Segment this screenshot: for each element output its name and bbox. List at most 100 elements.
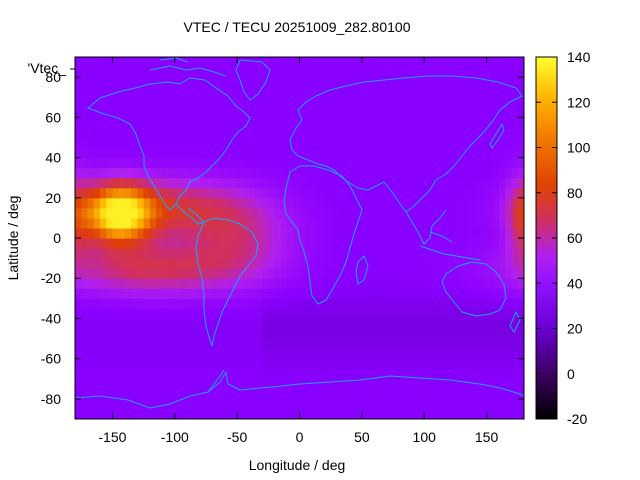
heat-cell [368,187,375,199]
heat-cell [492,197,500,209]
heat-cell [137,147,145,159]
heat-cell [355,298,363,309]
heat-cell [311,368,319,380]
heat-cell [305,107,313,118]
heat-cell [436,207,444,219]
heat-cell [417,77,425,88]
heat-cell [168,258,176,269]
heat-cell [224,187,232,199]
heat-cell [81,157,89,169]
y-tick-label: 60 [45,109,61,125]
heat-cell [106,197,114,209]
heat-cell [218,157,226,169]
heat-cell [436,197,444,209]
heat-cell [486,57,494,68]
heat-cell [467,358,475,370]
heat-cell [349,137,357,149]
heat-cell [230,348,238,360]
heat-cell [330,358,338,370]
heat-cell [343,268,350,279]
heat-cell [474,348,481,360]
heat-cell [442,248,450,259]
heat-cell [449,398,457,410]
heat-cell [118,288,126,299]
heat-cell [237,248,244,259]
heat-cell [417,398,425,410]
heat-cell [287,398,294,410]
heat-cell [218,67,226,78]
heat-cell [287,217,294,229]
heat-cell [212,398,220,410]
heat-cell [424,248,432,259]
heat-cell [461,177,469,189]
heat-cell [149,217,157,229]
heat-cell [87,318,95,330]
heat-cell [330,177,338,189]
heat-cell [405,207,413,219]
heat-cell [112,238,120,249]
heat-cell [330,217,338,229]
heat-cell [99,248,107,259]
heat-cell [193,398,201,410]
heat-cell [430,137,438,149]
heat-cell [355,398,363,410]
heat-cell [368,117,375,128]
heat-cell [274,298,282,309]
x-tick-label: -100 [161,429,189,445]
heat-cell [492,318,500,330]
heat-cell [262,398,269,410]
heat-cell [455,97,463,108]
heat-cell [149,77,157,88]
heat-cell [99,308,107,320]
heat-cell [336,157,344,169]
heat-cell [243,197,251,209]
heat-cell [174,328,182,340]
heat-cell [486,217,494,229]
heat-cell [355,137,363,149]
heat-cell [336,57,344,68]
heat-cell [455,278,463,289]
heat-cell [118,298,126,309]
heat-cell [124,378,132,390]
heat-cell [280,278,288,289]
heat-cell [336,318,344,330]
heat-cell [87,338,95,350]
heat-cell [149,408,157,419]
heat-cell [193,57,201,68]
heat-cell [517,378,524,390]
heat-cell [249,157,257,169]
heat-cell [149,97,157,108]
heat-cell [299,248,307,259]
heat-cell [124,358,132,370]
heat-cell [87,137,95,149]
heat-cell [361,57,369,68]
heat-cell [461,97,469,108]
heat-cell [118,207,126,219]
heat-cell [492,97,500,108]
heat-cell [343,127,350,139]
heat-cell [274,197,282,209]
heat-cell [318,408,326,419]
heat-cell [411,207,419,219]
heat-cell [181,258,188,269]
heat-cell [106,217,114,229]
heat-cell [75,117,82,128]
heat-cell [449,238,457,249]
heat-cell [424,348,432,360]
heat-cell [474,197,481,209]
heat-cell [336,107,344,118]
heat-cell [393,77,400,88]
heat-cell [417,207,425,219]
heat-cell [193,157,201,169]
heat-cell [149,187,157,199]
heat-cell [424,107,432,118]
heat-cell [424,278,432,289]
heat-cell [112,268,120,279]
heat-cell [355,77,363,88]
heat-cell [324,318,332,330]
heat-cell [399,187,407,199]
heat-cell [237,238,244,249]
heat-cell [368,278,375,289]
heat-cell [124,77,132,88]
heat-cell [449,77,457,88]
